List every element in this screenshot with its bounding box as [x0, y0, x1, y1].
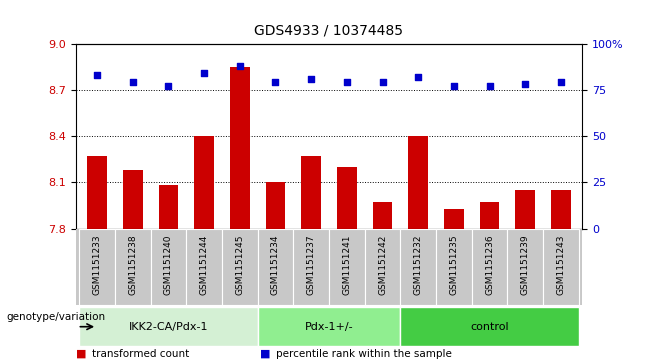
Point	[342, 79, 352, 85]
Bar	[444, 209, 464, 229]
Bar	[400, 307, 579, 346]
Point	[520, 81, 530, 87]
Bar	[79, 307, 258, 346]
Bar	[436, 229, 472, 305]
Bar	[230, 67, 249, 229]
Bar	[337, 167, 357, 229]
Point	[306, 76, 316, 82]
Text: GSM1151238: GSM1151238	[128, 235, 138, 295]
Text: Pdx-1+/-: Pdx-1+/-	[305, 322, 353, 332]
Text: GSM1151237: GSM1151237	[307, 235, 316, 295]
Text: GSM1151239: GSM1151239	[520, 235, 530, 295]
Bar	[266, 183, 286, 229]
Text: control: control	[470, 322, 509, 332]
Text: GSM1151233: GSM1151233	[93, 235, 101, 295]
Text: GSM1151232: GSM1151232	[414, 235, 422, 295]
Point	[163, 83, 174, 89]
Bar	[194, 136, 214, 229]
Text: GSM1151244: GSM1151244	[199, 235, 209, 295]
Point	[449, 83, 459, 89]
Bar	[409, 136, 428, 229]
Point	[270, 79, 281, 85]
Point	[128, 79, 138, 85]
Bar	[372, 203, 392, 229]
Point	[377, 79, 388, 85]
Bar	[79, 229, 115, 305]
Bar	[400, 229, 436, 305]
Bar	[222, 229, 258, 305]
Bar	[507, 229, 543, 305]
Bar	[88, 156, 107, 229]
Bar	[123, 170, 143, 229]
Point	[484, 83, 495, 89]
Bar	[329, 229, 365, 305]
Point	[555, 79, 566, 85]
Text: GSM1151245: GSM1151245	[236, 235, 244, 295]
Text: ■: ■	[76, 348, 86, 359]
Bar	[258, 229, 293, 305]
Bar	[515, 190, 535, 229]
Text: GSM1151236: GSM1151236	[485, 235, 494, 295]
Point	[413, 74, 424, 80]
Text: percentile rank within the sample: percentile rank within the sample	[276, 348, 452, 359]
Bar	[258, 307, 400, 346]
Text: GSM1151242: GSM1151242	[378, 235, 387, 295]
Bar	[301, 156, 321, 229]
Bar	[151, 229, 186, 305]
Bar	[543, 229, 579, 305]
Bar	[551, 190, 570, 229]
Bar	[159, 185, 178, 229]
Text: ■: ■	[260, 348, 270, 359]
Bar	[293, 229, 329, 305]
Bar	[480, 203, 499, 229]
Text: GSM1151240: GSM1151240	[164, 235, 173, 295]
Bar	[472, 229, 507, 305]
Text: transformed count: transformed count	[92, 348, 190, 359]
Text: GSM1151234: GSM1151234	[271, 235, 280, 295]
Point	[199, 70, 209, 76]
Text: genotype/variation: genotype/variation	[7, 312, 106, 322]
Text: GSM1151241: GSM1151241	[342, 235, 351, 295]
Text: IKK2-CA/Pdx-1: IKK2-CA/Pdx-1	[129, 322, 208, 332]
Text: GSM1151243: GSM1151243	[557, 235, 565, 295]
Text: GSM1151235: GSM1151235	[449, 235, 459, 295]
Bar	[186, 229, 222, 305]
Text: GDS4933 / 10374485: GDS4933 / 10374485	[255, 24, 403, 38]
Bar	[365, 229, 400, 305]
Point	[234, 63, 245, 69]
Bar	[115, 229, 151, 305]
Point	[92, 72, 103, 78]
